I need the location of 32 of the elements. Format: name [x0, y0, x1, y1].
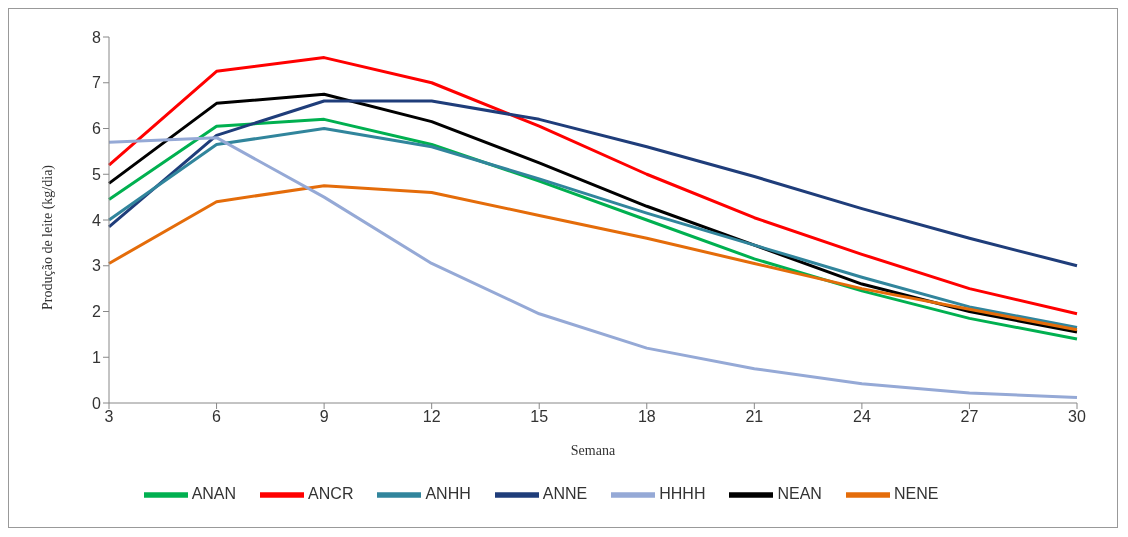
- legend-label: ANCR: [308, 485, 354, 503]
- x-tick-label: 21: [745, 408, 764, 426]
- x-tick-label: 24: [852, 408, 871, 426]
- x-tick-label: 30: [1068, 408, 1086, 426]
- x-axis-title: Semana: [570, 443, 616, 458]
- line-series: [107, 184, 1079, 332]
- x-tick-label: 18: [637, 408, 656, 426]
- legend-label: ANHH: [425, 485, 471, 503]
- y-tick-label: 7: [92, 74, 102, 92]
- x-tick-label: 15: [530, 408, 549, 426]
- y-tick-label: 5: [92, 165, 102, 183]
- y-axis-title: Produção de leite (kg/dia): [39, 164, 56, 310]
- y-tick-label: 0: [92, 394, 102, 412]
- y-tick-label: 8: [92, 28, 102, 46]
- line-series: [107, 56, 1079, 316]
- legend-label: NEAN: [777, 485, 822, 503]
- legend-label: ANAN: [191, 485, 237, 503]
- x-tick-label: 27: [960, 408, 979, 426]
- x-tick-label: 9: [319, 408, 329, 426]
- legend-label: NENE: [893, 485, 939, 503]
- y-tick-label: 4: [92, 211, 102, 229]
- legend-label: HHHH: [659, 485, 706, 503]
- line-series: [107, 136, 1079, 400]
- x-tick-label: 6: [212, 408, 222, 426]
- y-tick-label: 3: [92, 257, 102, 275]
- y-tick-label: 2: [92, 303, 102, 321]
- x-tick-label: 3: [104, 408, 114, 426]
- line-series: [107, 99, 1079, 268]
- legend-label: ANNE: [542, 485, 588, 503]
- y-tick-label: 1: [92, 348, 102, 366]
- y-tick-label: 6: [92, 120, 102, 138]
- x-tick-label: 12: [422, 408, 441, 426]
